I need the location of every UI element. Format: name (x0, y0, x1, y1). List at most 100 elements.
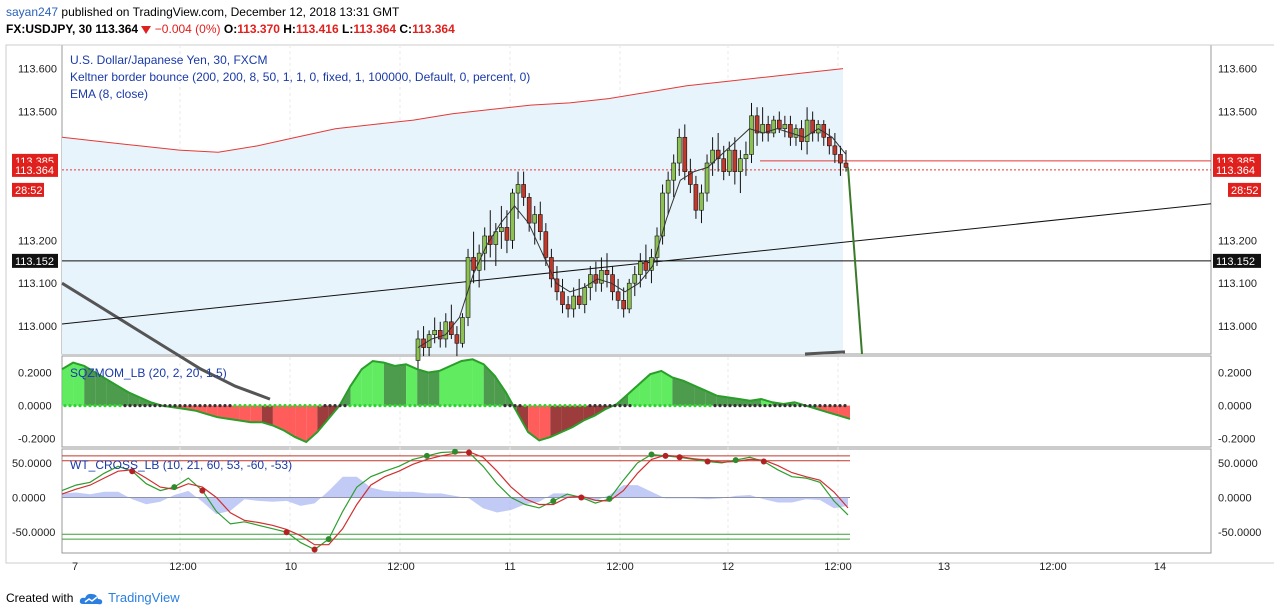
momentum-bar (705, 390, 717, 406)
candle-body (599, 270, 604, 284)
candle-body (799, 128, 804, 142)
squeeze-dot (598, 404, 602, 408)
low-label: L: (342, 22, 354, 36)
squeeze-dot (708, 404, 712, 408)
squeeze-dot (838, 404, 842, 408)
candle-body (765, 124, 771, 134)
squeeze-dot (238, 404, 242, 408)
squeeze-dot (103, 404, 107, 408)
squeeze-dot (203, 404, 207, 408)
squeeze-dot (543, 404, 547, 408)
momentum-bar (417, 369, 429, 406)
candle-body (437, 330, 443, 340)
squeeze-dot (538, 404, 542, 408)
candle-body (582, 287, 588, 305)
candle-body (832, 145, 838, 155)
time-axis-label: 14 (1154, 561, 1166, 573)
candle-body (793, 128, 799, 138)
squeeze-dot (603, 404, 607, 408)
projection-line (847, 167, 863, 355)
momentum-bar (472, 359, 484, 406)
squeeze-dot (483, 404, 487, 408)
squeeze-dot (208, 404, 212, 408)
squeeze-dot (763, 404, 767, 408)
candle-body (632, 274, 638, 284)
left-price-badge-2-bg (12, 162, 58, 177)
momentum-bar (450, 361, 462, 406)
squeeze-dot (143, 404, 147, 408)
squeeze-dot (608, 404, 612, 408)
candle-body (771, 119, 777, 134)
down-arrow-icon (141, 26, 152, 35)
author-name[interactable]: sayan247 (6, 5, 59, 19)
time-axis-label: 12:00 (387, 561, 415, 573)
low-value: 113.364 (353, 22, 397, 36)
momentum-bar (628, 384, 640, 406)
open-value: 113.370 (237, 22, 280, 36)
created-with-text: Created with (6, 591, 74, 605)
momentum-bar (661, 370, 673, 406)
squeeze-dot (638, 404, 642, 408)
cross-dot (129, 468, 136, 475)
cross-dot (676, 454, 683, 461)
squeeze-dot (713, 404, 717, 408)
squeeze-dot (268, 404, 272, 408)
squeeze-dot (578, 404, 582, 408)
squeeze-dot (288, 404, 292, 408)
squeeze-dot (698, 404, 702, 408)
squeeze-dot (493, 404, 497, 408)
momentum-bar (73, 362, 85, 406)
momentum-bar (350, 369, 362, 406)
left-hline-badge: 113.152 (15, 256, 54, 268)
candle-body (504, 227, 510, 241)
candle-body (471, 257, 476, 271)
squeeze-dot (413, 404, 417, 408)
squeeze-dot (738, 404, 742, 408)
cross-dot (325, 536, 332, 543)
squeeze-dot (168, 404, 172, 408)
squeeze-dot (73, 404, 77, 408)
momentum-bar (550, 405, 562, 438)
right-hline-badge-bg (1213, 253, 1261, 268)
candle-body (721, 158, 727, 172)
time-axis-label: 12:00 (606, 561, 634, 573)
cross-dot (662, 452, 669, 459)
squeeze-dot (473, 404, 477, 408)
left-price-badge-2: 113.364 (15, 165, 54, 177)
candle-body (526, 197, 532, 224)
candle-body (515, 184, 521, 194)
tradingview-brand[interactable]: TradingView (108, 590, 180, 605)
squeeze-dot (748, 404, 752, 408)
squeeze-dot (438, 404, 442, 408)
momentum-bar (261, 405, 273, 426)
squeeze-dot (348, 404, 352, 408)
momentum-bar (561, 405, 573, 433)
cross-dot (704, 458, 711, 465)
momentum-bar (361, 361, 373, 406)
squeeze-dot (253, 404, 257, 408)
squeeze-dot (448, 404, 452, 408)
candle-body (827, 136, 832, 147)
candle-body (560, 291, 565, 305)
squeeze-dot (728, 404, 732, 408)
squeeze-dot (398, 404, 402, 408)
cross-dot (732, 457, 739, 464)
candle-body (693, 184, 699, 211)
squeeze-dot (298, 404, 302, 408)
candle-body (543, 231, 549, 258)
cross-dot (171, 484, 178, 491)
close-value: 113.364 (412, 22, 455, 36)
candle-body (415, 338, 421, 361)
momentum-bar (528, 405, 540, 441)
wt-axis-label-left: -50.0000 (12, 527, 55, 539)
momentum-bar (406, 364, 418, 406)
candle-body (804, 119, 810, 142)
momentum-bar (62, 362, 74, 406)
squeeze-dot (248, 404, 252, 408)
momentum-axis-label-left: 0.2000 (18, 368, 52, 380)
squeeze-dot (653, 404, 657, 408)
momentum-axis-label-left: 0.0000 (18, 401, 52, 413)
price-axis-label-left: 113.100 (18, 278, 57, 290)
squeeze-dot (723, 404, 727, 408)
